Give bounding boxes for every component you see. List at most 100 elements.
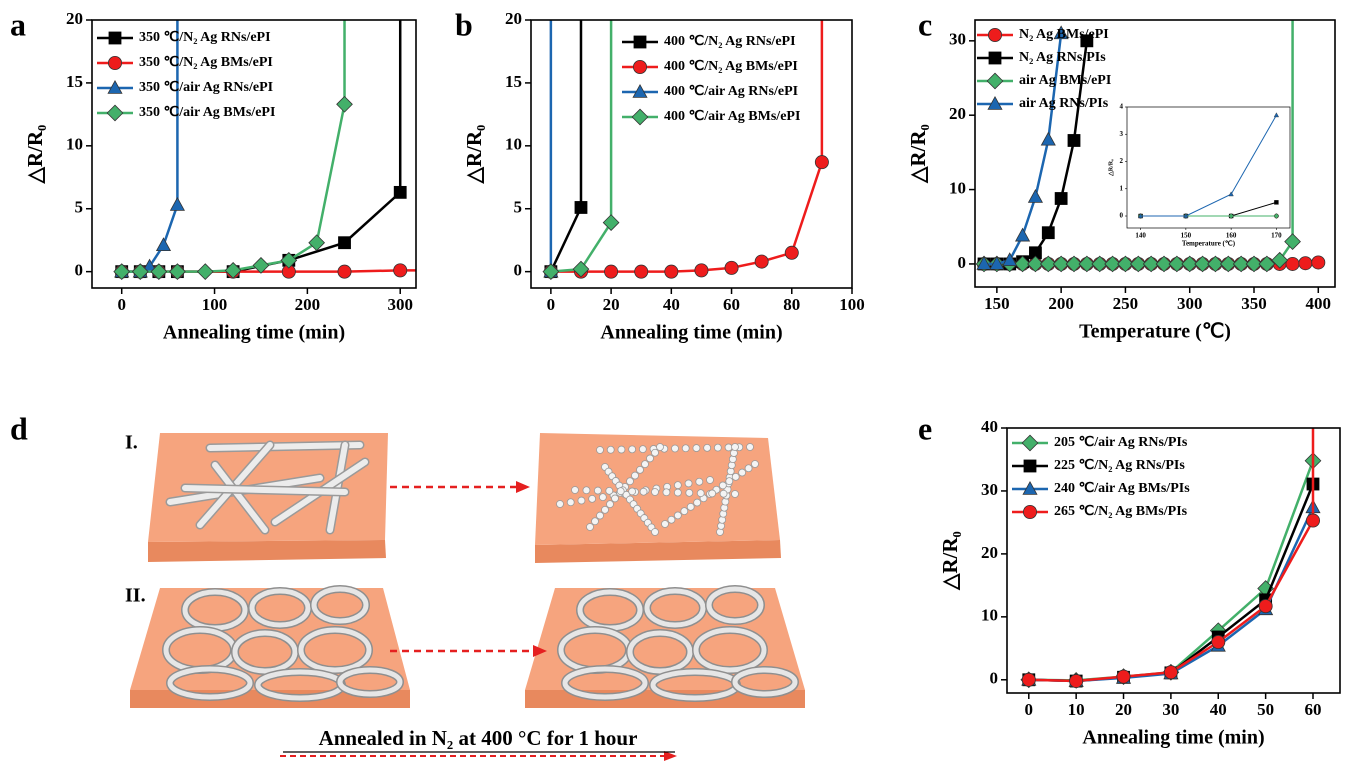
marker <box>1055 192 1067 204</box>
ag-particle <box>640 488 647 495</box>
y-axis-label: △R/R₀ <box>462 125 486 185</box>
ag-particle <box>747 444 754 451</box>
marker <box>1068 134 1080 146</box>
x-tick-label: 100 <box>202 295 228 314</box>
x-tick-label: 40 <box>663 295 680 314</box>
y-tick-label: 0 <box>958 253 967 272</box>
inset-background <box>1127 107 1290 228</box>
legend-label: N₂ Ag BMs/ePI <box>1019 27 1109 42</box>
ag-particle <box>594 487 601 494</box>
ag-particle <box>732 491 739 498</box>
y-tick-label: 15 <box>505 72 522 91</box>
x-tick-label: 60 <box>723 295 740 314</box>
marker <box>1274 200 1278 204</box>
panel-label: e <box>918 410 932 446</box>
caption: Annealed in N₂ at 400 °C for 1 hour <box>319 726 638 750</box>
x-tick-label: 300 <box>387 295 413 314</box>
marker <box>337 97 353 113</box>
ag-particle <box>662 521 669 528</box>
ag-particle <box>674 489 681 496</box>
marker <box>394 264 407 277</box>
arrow-head <box>516 481 530 493</box>
ag-particle <box>707 477 714 484</box>
ag-particle <box>663 489 670 496</box>
marker <box>1070 674 1083 687</box>
ag-particle <box>602 506 609 513</box>
y-tick-label: 5 <box>75 198 84 217</box>
ag-particle <box>578 497 585 504</box>
marker <box>338 265 351 278</box>
y-tick-label: 30 <box>949 30 966 49</box>
x-tick-label: 50 <box>1257 700 1274 719</box>
x-tick-label: 100 <box>839 295 865 314</box>
y-tick-label: 20 <box>66 9 83 28</box>
ag-particle <box>745 465 752 472</box>
ag-particle <box>732 473 739 480</box>
ag-particle <box>652 529 659 536</box>
panel-label: a <box>10 6 26 42</box>
x-axis-label: Annealing time (min) <box>600 322 782 344</box>
ag-particle <box>632 472 639 479</box>
y-tick-label: 0 <box>75 261 84 280</box>
legend-marker <box>988 28 1001 41</box>
marker <box>157 238 171 251</box>
ag-particle <box>647 455 654 462</box>
marker <box>1029 190 1043 203</box>
ag-particle <box>719 482 726 489</box>
marker <box>1212 635 1225 648</box>
legend-marker <box>1022 435 1038 451</box>
ag-particle <box>572 487 579 494</box>
y-axis-label: △R/R₀ <box>938 531 962 591</box>
ag-particle <box>629 488 636 495</box>
marker <box>1312 256 1325 269</box>
marker <box>1299 257 1312 270</box>
legend-label: N₂ Ag RNs/PIs <box>1019 50 1106 65</box>
x-tick-label: 150 <box>984 294 1010 313</box>
ag-particle <box>652 489 659 496</box>
y-tick-label: 40 <box>981 417 998 436</box>
x-tick-label: 400 <box>1306 294 1332 313</box>
x-tick-label: 300 <box>1177 294 1203 313</box>
ag-particle <box>617 488 624 495</box>
y-tick-label: 5 <box>514 198 523 217</box>
x-tick-label: 10 <box>1068 700 1085 719</box>
legend-marker <box>987 73 1003 89</box>
marker <box>339 237 351 249</box>
marker <box>309 235 325 251</box>
ag-particle <box>597 512 604 519</box>
panel-label: d <box>10 410 28 446</box>
legend-label: 400 ℃/air Ag BMs/ePI <box>664 109 800 124</box>
ag-particle <box>557 501 564 508</box>
nanowire <box>210 445 360 448</box>
ag-particle <box>739 469 746 476</box>
ag-particle <box>714 444 721 451</box>
x-tick-label: 250 <box>1113 294 1139 313</box>
legend-label: 350 ℃/N₂ Ag BMs/ePI <box>139 55 273 70</box>
marker <box>1042 227 1054 239</box>
x-tick-label: 0 <box>547 295 556 314</box>
ag-particle <box>704 444 711 451</box>
ag-particle <box>597 447 604 454</box>
marker <box>1022 673 1035 686</box>
y-tick-label: 3 <box>1120 130 1124 138</box>
ag-particle <box>682 445 689 452</box>
legend-marker <box>1024 460 1036 472</box>
legend-label: 265 ℃/N₂ Ag BMs/PIs <box>1054 504 1188 519</box>
legend-label: 225 ℃/N₂ Ag RNs/PIs <box>1054 458 1185 473</box>
legend-marker <box>108 56 121 69</box>
marker <box>1306 514 1319 527</box>
marker <box>1041 133 1055 146</box>
x-tick-label: 20 <box>1115 700 1132 719</box>
figure: dI.II.Annealed in N₂ at 400 °C for 1 hou… <box>0 0 1346 762</box>
y-tick-label: 30 <box>981 480 998 499</box>
panel-label: c <box>918 6 932 42</box>
marker <box>1259 600 1272 613</box>
y-tick-label: 0 <box>1120 212 1124 220</box>
x-tick-label: 140 <box>1135 232 1146 240</box>
ag-particle <box>587 524 594 531</box>
y-tick-label: 20 <box>505 9 522 28</box>
marker <box>785 246 798 259</box>
ag-particle <box>694 499 701 506</box>
x-tick-label: 200 <box>1048 294 1074 313</box>
ag-particle <box>642 461 649 468</box>
